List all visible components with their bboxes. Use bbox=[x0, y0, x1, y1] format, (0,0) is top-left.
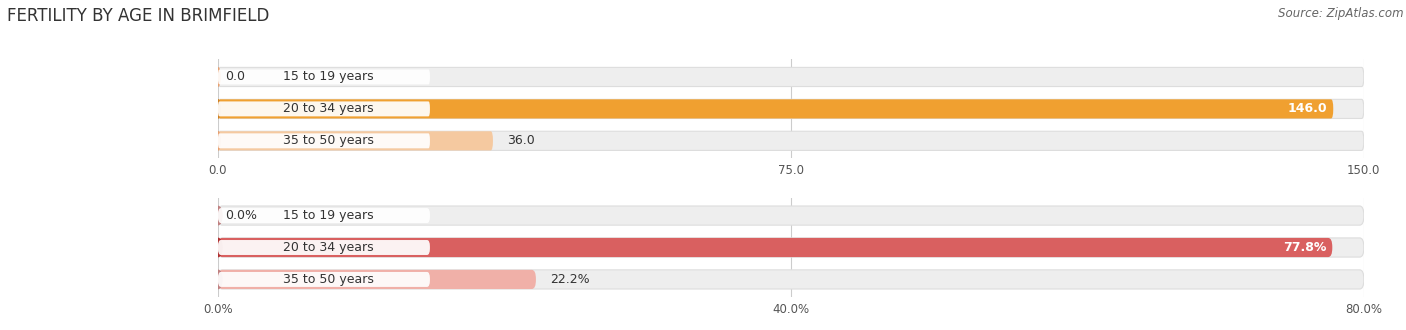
Circle shape bbox=[215, 132, 221, 150]
FancyBboxPatch shape bbox=[218, 67, 1364, 86]
Text: 20 to 34 years: 20 to 34 years bbox=[283, 102, 374, 115]
Text: 0.0: 0.0 bbox=[225, 71, 245, 83]
Text: 36.0: 36.0 bbox=[506, 134, 534, 147]
FancyBboxPatch shape bbox=[218, 272, 430, 287]
Text: 20 to 34 years: 20 to 34 years bbox=[283, 241, 374, 254]
Text: 77.8%: 77.8% bbox=[1284, 241, 1327, 254]
Circle shape bbox=[215, 68, 221, 86]
Text: 22.2%: 22.2% bbox=[550, 273, 589, 286]
FancyBboxPatch shape bbox=[218, 270, 536, 289]
FancyBboxPatch shape bbox=[218, 238, 1364, 257]
FancyBboxPatch shape bbox=[218, 206, 1364, 225]
Text: 146.0: 146.0 bbox=[1288, 102, 1327, 115]
Circle shape bbox=[214, 206, 222, 225]
Text: 0.0%: 0.0% bbox=[225, 209, 257, 222]
FancyBboxPatch shape bbox=[218, 99, 1333, 118]
FancyBboxPatch shape bbox=[218, 238, 1333, 257]
Text: Source: ZipAtlas.com: Source: ZipAtlas.com bbox=[1278, 7, 1403, 19]
FancyBboxPatch shape bbox=[218, 70, 430, 84]
Text: FERTILITY BY AGE IN BRIMFIELD: FERTILITY BY AGE IN BRIMFIELD bbox=[7, 7, 270, 25]
FancyBboxPatch shape bbox=[218, 101, 430, 116]
Text: 15 to 19 years: 15 to 19 years bbox=[283, 209, 374, 222]
Circle shape bbox=[214, 270, 222, 289]
Circle shape bbox=[214, 238, 222, 257]
Text: 35 to 50 years: 35 to 50 years bbox=[283, 134, 374, 147]
FancyBboxPatch shape bbox=[218, 131, 1364, 150]
FancyBboxPatch shape bbox=[218, 270, 1364, 289]
FancyBboxPatch shape bbox=[218, 208, 430, 223]
FancyBboxPatch shape bbox=[218, 133, 430, 148]
Text: 15 to 19 years: 15 to 19 years bbox=[283, 71, 374, 83]
FancyBboxPatch shape bbox=[218, 99, 1364, 118]
FancyBboxPatch shape bbox=[218, 131, 494, 150]
Circle shape bbox=[215, 100, 221, 118]
FancyBboxPatch shape bbox=[218, 240, 430, 255]
Text: 35 to 50 years: 35 to 50 years bbox=[283, 273, 374, 286]
